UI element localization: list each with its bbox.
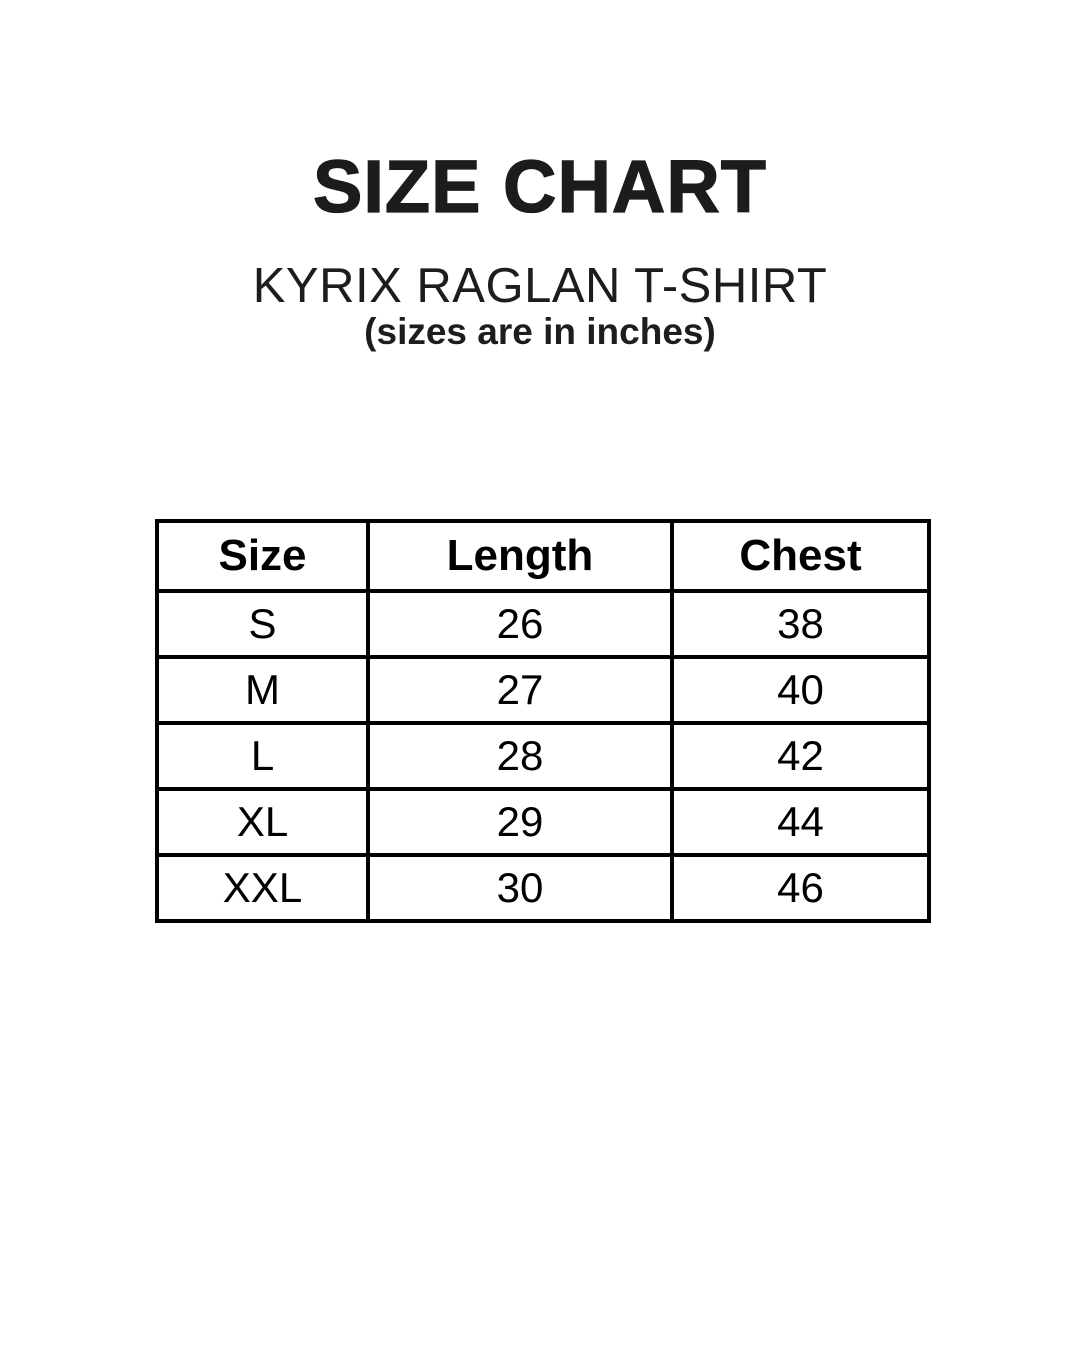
length-cell: 26 [366,589,674,659]
page-title: SIZE CHART [312,145,767,228]
product-name: KYRIX RAGLAN T-SHIRT [252,259,828,313]
table-row-xxl: XXL 30 46 [155,853,931,923]
size-cell: S [155,589,370,659]
chest-cell: 40 [670,655,931,725]
table-row-m: M 27 40 [155,655,931,725]
table-header-row: Size Length Chest [155,519,931,593]
table-row-s: S 26 38 [155,589,931,659]
length-cell: 28 [366,721,674,791]
size-cell: XL [155,787,370,857]
size-cell: L [155,721,370,791]
size-chart-table: Size Length Chest S 26 38 M 27 40 L 28 4… [155,519,931,923]
length-cell: 27 [366,655,674,725]
chest-cell: 38 [670,589,931,659]
length-cell: 30 [366,853,674,923]
chest-cell: 46 [670,853,931,923]
column-header-length: Length [366,519,674,593]
chest-cell: 42 [670,721,931,791]
table-row-xl: XL 29 44 [155,787,931,857]
chest-cell: 44 [670,787,931,857]
length-cell: 29 [366,787,674,857]
table-row-l: L 28 42 [155,721,931,791]
column-header-chest: Chest [670,519,931,593]
size-cell: XXL [155,853,370,923]
size-cell: M [155,655,370,725]
units-note: (sizes are in inches) [364,311,716,352]
column-header-size: Size [155,519,370,593]
